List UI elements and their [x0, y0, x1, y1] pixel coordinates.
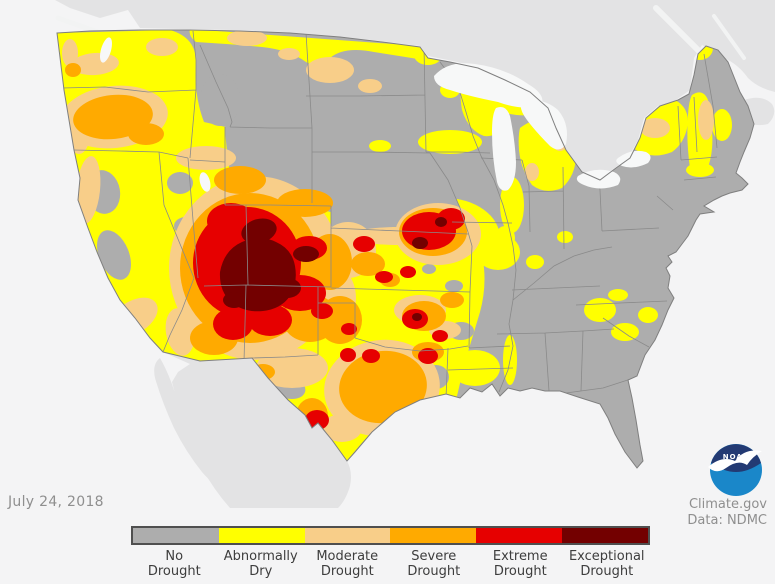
puget-sound [100, 37, 112, 63]
legend-swatch-severe [390, 528, 477, 543]
lake-huron [520, 100, 567, 150]
legend-swatch-abnormally-dry [218, 528, 305, 543]
legend-swatch-exceptional [562, 528, 648, 543]
noaa-logo: NOAA [708, 444, 762, 496]
legend-swatch-moderate [304, 528, 391, 543]
legend-label-abnormally-dry: Abnormally Dry [223, 549, 298, 579]
drought-legend-bar [131, 526, 650, 545]
legend-label-moderate: Moderate Drought [316, 549, 379, 579]
drought-layer-exceptional [219, 217, 447, 321]
great-salt-lake [199, 172, 211, 192]
legend-label-severe: Severe Drought [407, 549, 461, 579]
great-lakes [100, 37, 651, 192]
lake-ontario [616, 150, 651, 168]
legend-swatch-extreme [476, 528, 563, 543]
legend-label-no-drought: No Drought [147, 549, 201, 579]
mexico-landmass [154, 352, 351, 508]
attribution: Climate.gov Data: NDMC [687, 497, 767, 529]
lake-michigan [492, 107, 516, 191]
baja-peninsula [154, 358, 227, 490]
legend-label-exceptional: Exceptional Drought [568, 549, 645, 579]
lake-superior [434, 63, 543, 108]
legend-label-extreme: Extreme Drought [492, 549, 548, 579]
map-date: July 24, 2018 [8, 494, 104, 510]
attribution-data: Data: NDMC [687, 513, 767, 528]
noaa-logo-text: NOAA [723, 453, 749, 461]
attribution-source: Climate.gov [688, 497, 767, 512]
legend-swatch-no-drought [133, 528, 219, 543]
drought-legend-labels: No Drought Abnormally Dry Moderate Drought … [131, 549, 650, 579]
